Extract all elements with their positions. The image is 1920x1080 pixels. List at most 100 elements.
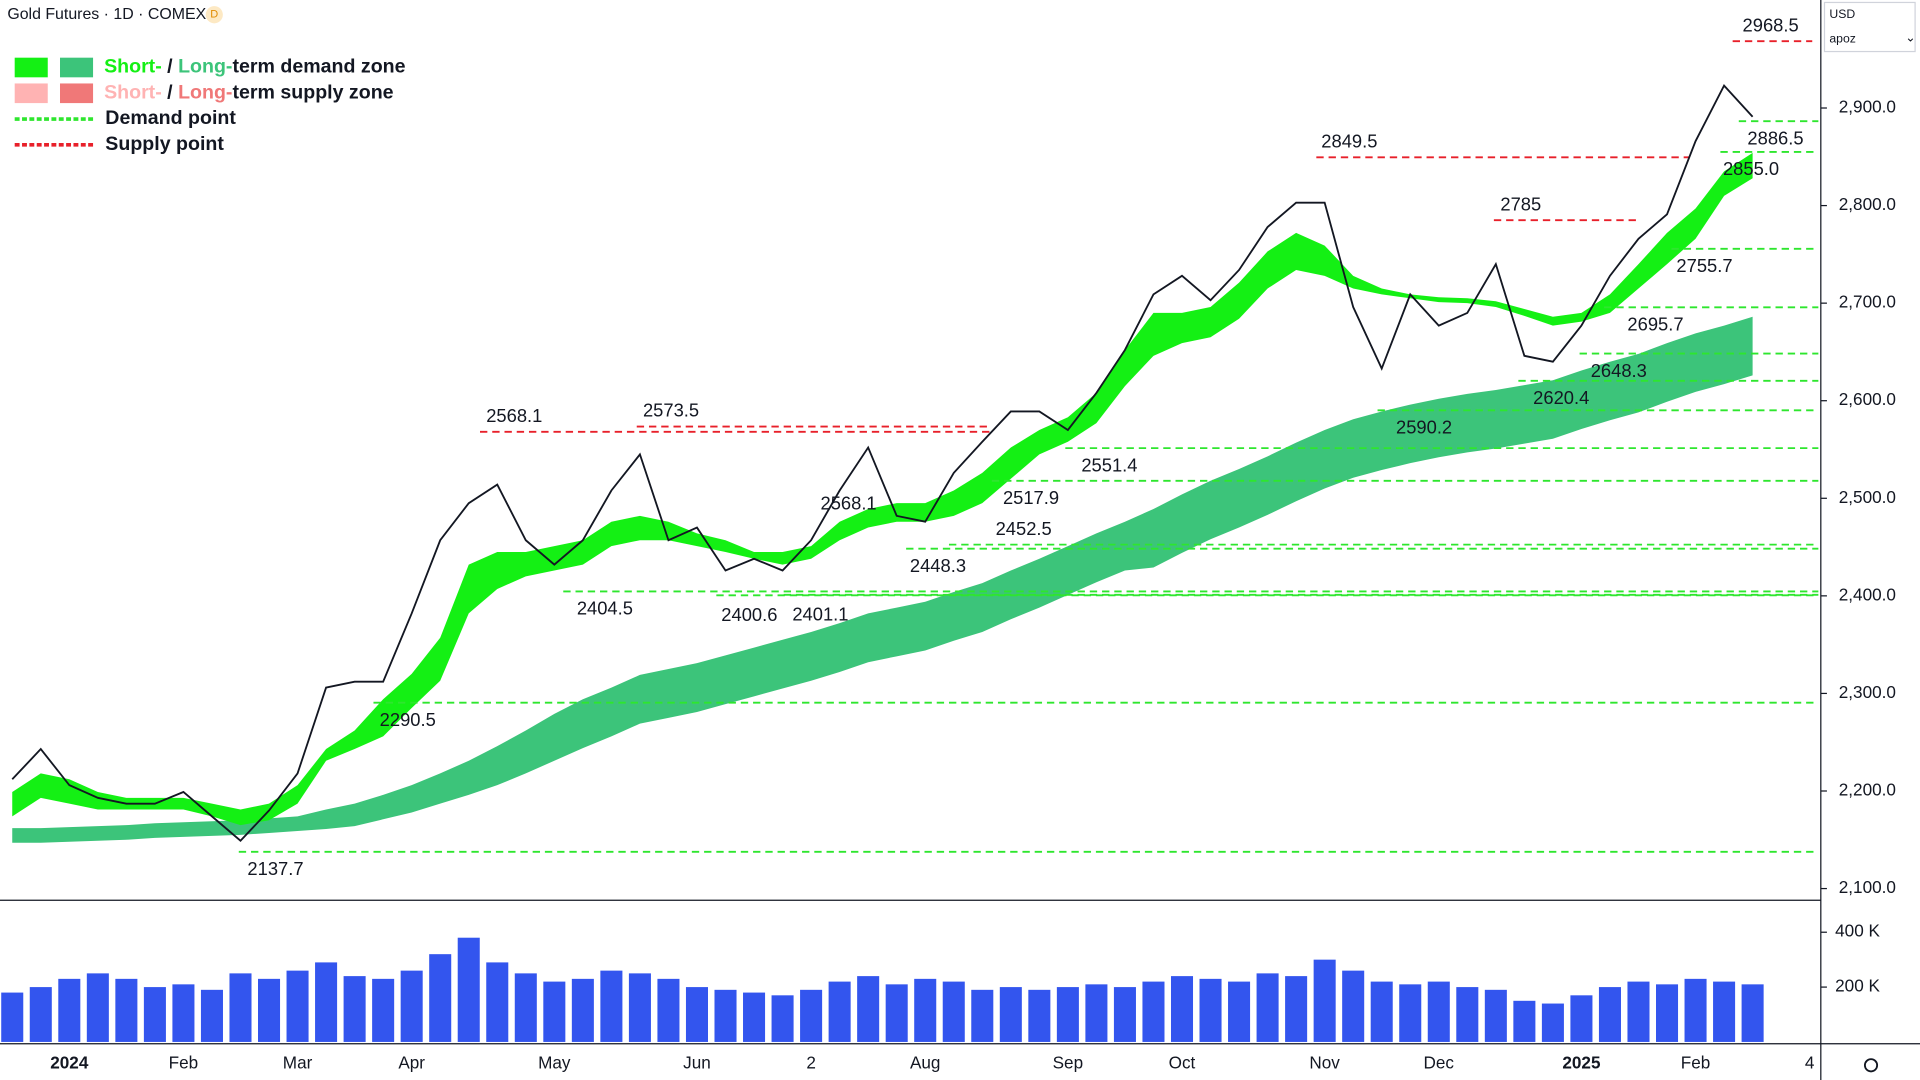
settings-icon[interactable] (1863, 1058, 1879, 1073)
badge-bg (205, 6, 223, 24)
demand-label: 2620.4 (1533, 387, 1589, 408)
demand-label: 2517.9 (1003, 487, 1059, 508)
volume-bar (58, 978, 81, 1042)
legend-part: Long- (178, 81, 232, 103)
volume-bar (457, 937, 480, 1042)
y-tick-label: 2,400.0 (1839, 584, 1896, 604)
volume-bar (1427, 981, 1450, 1042)
volume-bar (1541, 1003, 1564, 1042)
volume-bar (685, 987, 708, 1042)
chart-title: Gold Futures · 1D · COMEX (7, 6, 206, 23)
volume-bar (372, 978, 395, 1042)
supply-label: 2968.5 (1743, 14, 1799, 35)
volume-bar (86, 973, 109, 1042)
volume-bar (315, 962, 338, 1042)
legend-part: / (162, 56, 178, 78)
short-term-zone (12, 152, 1753, 826)
volume-bar (1627, 981, 1650, 1042)
volume-bar (486, 962, 509, 1042)
legend-part: Short- (104, 81, 162, 103)
volume-bar (657, 978, 680, 1042)
volume-bar (1313, 959, 1336, 1042)
legend-part: term supply zone (232, 81, 393, 103)
volume-bar (1256, 973, 1279, 1042)
x-tick-label: 2024 (50, 1053, 89, 1073)
legend-part: Long- (178, 56, 232, 78)
x-tick-label: Aug (910, 1053, 940, 1073)
volume-bar (800, 989, 823, 1042)
y-tick-label: 2,700.0 (1839, 292, 1896, 312)
x-tick-label: Feb (169, 1053, 199, 1073)
volume-bar (1598, 987, 1621, 1042)
demand-label: 2404.5 (577, 598, 633, 619)
volume-bar (914, 978, 937, 1042)
volume-bar (971, 989, 994, 1042)
x-tick-label: Sep (1053, 1053, 1083, 1073)
volume-bar (1399, 984, 1422, 1042)
volume-bar (514, 973, 537, 1042)
volume-bar (1, 992, 24, 1042)
y-tick-label: 2,800.0 (1839, 194, 1896, 214)
volume-bar (400, 970, 423, 1042)
demand-label: 2401.1 (792, 603, 848, 624)
volume-bar (1113, 987, 1136, 1042)
x-tick-label: May (538, 1053, 571, 1073)
volume-bar (771, 995, 794, 1042)
x-tick-label: Apr (398, 1053, 425, 1073)
volume-bar (1085, 984, 1108, 1042)
demand-label: 2590.2 (1396, 417, 1452, 438)
demand-label: 2648.3 (1591, 360, 1647, 381)
legend-label: Short- / Long-term demand zone (104, 56, 406, 78)
x-tick-label: Oct (1169, 1053, 1196, 1073)
volume-bar (1656, 984, 1679, 1042)
demand-label: 2551.4 (1081, 454, 1137, 475)
volume-bar (229, 973, 252, 1042)
legend-label: Short- / Long-term supply zone (104, 81, 394, 103)
volume-bar (543, 981, 566, 1042)
legend-part: / (162, 81, 178, 103)
demand-label: 2448.3 (910, 555, 966, 576)
y-tick-label: 2,500.0 (1839, 487, 1896, 507)
demand-label: 2855.0 (1723, 158, 1779, 179)
demand-label: 2886.5 (1747, 127, 1803, 148)
demand-label: 2290.5 (380, 709, 436, 730)
currency-box[interactable] (1823, 1, 1916, 53)
supply-label: 2568.1 (486, 405, 542, 426)
demand-label: 2695.7 (1627, 314, 1683, 335)
volume-bar (571, 978, 594, 1042)
dropdown-arrow[interactable]: ⌄ (1905, 30, 1915, 44)
supply-label: 2573.5 (643, 400, 699, 421)
volume-bar (1342, 970, 1365, 1042)
x-tick-label: 2025 (1562, 1053, 1601, 1073)
legend-swatch (60, 57, 94, 78)
legend-part: term demand zone (232, 56, 405, 78)
volume-bar (714, 989, 737, 1042)
supply-label: 2785 (1500, 193, 1541, 214)
volume-bar (828, 981, 851, 1042)
x-tick-label: 2 (806, 1053, 816, 1073)
volume-bar (1713, 981, 1736, 1042)
x-tick-label: Feb (1681, 1053, 1711, 1073)
volume-bar (743, 992, 766, 1042)
y-tick-label: 2,200.0 (1839, 780, 1896, 800)
volume-tick-label: 200 K (1835, 976, 1880, 996)
volume-bar (1370, 981, 1393, 1042)
y-tick-label: 2,600.0 (1839, 389, 1896, 409)
volume-bar (143, 987, 166, 1042)
volume-bar (942, 981, 965, 1042)
y-tick-label: 2,100.0 (1839, 877, 1896, 897)
volume-bar (1028, 989, 1051, 1042)
volume-bar (1142, 981, 1165, 1042)
volume-bar (628, 973, 651, 1042)
legend-label: Demand point (105, 107, 236, 129)
volume-bar (1456, 987, 1479, 1042)
y-tick-label: 2,900.0 (1839, 97, 1896, 117)
volume-bar (999, 987, 1022, 1042)
legend-part: Short- (104, 56, 162, 78)
volume-bar (115, 978, 138, 1042)
volume-bar (1056, 987, 1079, 1042)
volume-bar (1285, 976, 1308, 1042)
